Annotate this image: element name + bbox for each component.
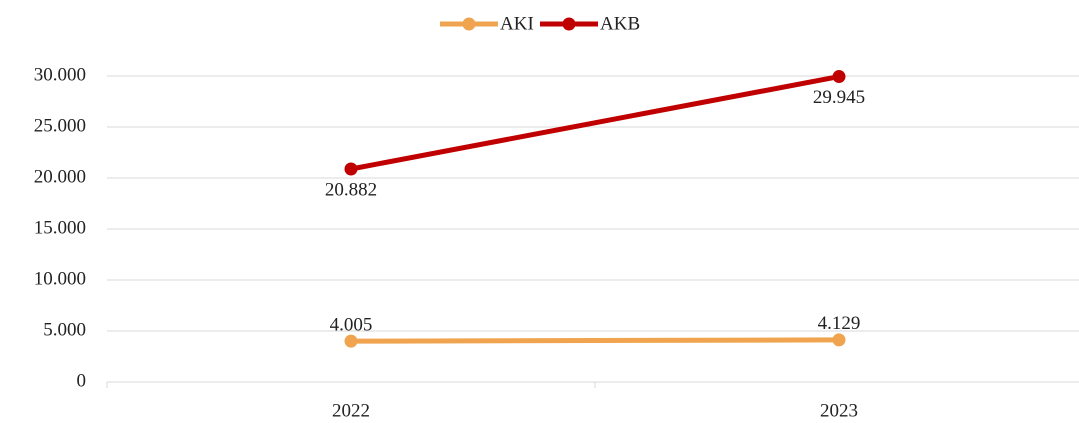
legend-marker <box>462 17 476 31</box>
legend-label: AKI <box>500 13 534 34</box>
marker <box>832 333 846 347</box>
data-label: 4.129 <box>818 313 861 334</box>
x-tick-label: 2023 <box>820 400 858 421</box>
line <box>348 74 842 172</box>
legend-marker <box>562 17 576 31</box>
marker <box>344 334 358 348</box>
y-tick-label: 0 <box>77 370 87 391</box>
line <box>348 337 842 344</box>
marker <box>832 70 846 84</box>
data-label: 20.882 <box>325 179 377 200</box>
y-tick-label: 15.000 <box>34 217 86 238</box>
data-label: 29.945 <box>813 87 865 108</box>
y-tick-label: 20.000 <box>34 166 86 187</box>
legend-label: AKB <box>600 13 640 34</box>
marker <box>344 162 358 176</box>
y-tick-label: 10.000 <box>34 268 86 289</box>
data-label: 4.005 <box>330 315 373 336</box>
x-tick-label: 2022 <box>332 400 370 421</box>
y-tick-label: 5.000 <box>43 319 86 340</box>
y-tick-label: 30.000 <box>34 64 86 85</box>
y-tick-label: 25.000 <box>34 115 86 136</box>
